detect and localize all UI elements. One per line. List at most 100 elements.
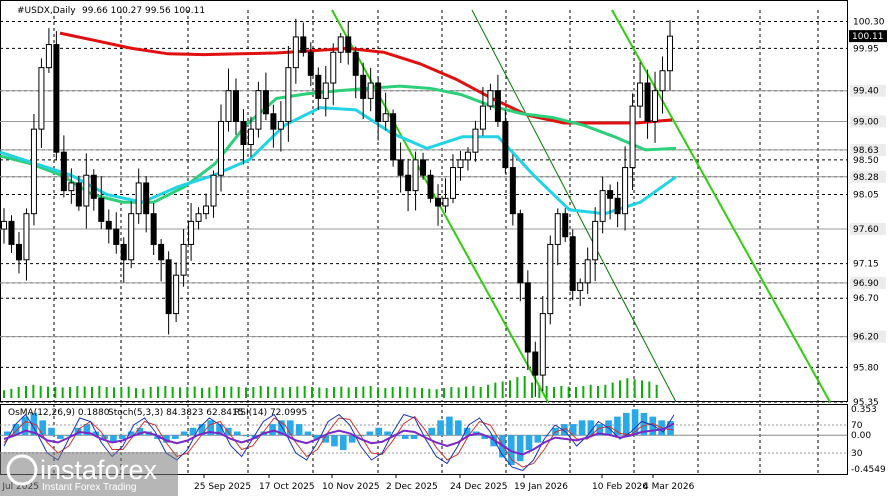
- osma-bar: [366, 431, 374, 436]
- osma-bar: [640, 412, 648, 436]
- candle-body: [435, 197, 442, 207]
- candle-body: [494, 90, 501, 122]
- candle-body: [307, 51, 314, 76]
- osma-bar: [428, 427, 436, 436]
- osma-bar: [48, 427, 55, 436]
- candle-body: [30, 128, 37, 215]
- osma-bar: [189, 427, 197, 436]
- price-pane-frame: [0, 0, 848, 402]
- price-tick-label: 98.28: [853, 173, 879, 183]
- watermark-brand: instaforex: [40, 455, 158, 485]
- osma-bar: [233, 431, 241, 436]
- osma-bar: [269, 424, 276, 436]
- osma-bar: [295, 424, 303, 436]
- osma-bar: [4, 431, 11, 436]
- candle-body: [285, 67, 292, 122]
- candle-body: [382, 113, 389, 122]
- price-tick-label: 99.00: [853, 117, 879, 127]
- candle-body: [90, 174, 97, 199]
- osma-bar: [180, 431, 188, 436]
- candle-body: [517, 213, 524, 284]
- candle-body: [352, 51, 359, 76]
- indicator-pane-frame: [0, 404, 848, 475]
- date-tick-label: 19 Jan 2026: [514, 482, 568, 492]
- rsi-label: RSI(14) 72.0995: [234, 408, 307, 418]
- osma-bar: [313, 435, 321, 439]
- osma-bar: [614, 416, 621, 436]
- candle-body: [375, 82, 382, 122]
- indicator-tick-label: -0.4549: [851, 465, 886, 475]
- osma-bar: [569, 424, 577, 436]
- osma-bar: [534, 435, 542, 443]
- price-tick-label: 95.35: [853, 398, 879, 408]
- price-tick-label: 96.20: [853, 333, 879, 343]
- candle-body: [412, 159, 419, 192]
- osma-bar: [375, 427, 382, 436]
- candle-body: [218, 120, 225, 176]
- candle-body: [592, 220, 599, 261]
- osma-bar: [83, 424, 91, 436]
- candle-body: [637, 82, 644, 107]
- osma-bar: [39, 420, 46, 436]
- candle-body: [614, 197, 621, 215]
- current-price-label: 100.11: [852, 32, 884, 42]
- volume-bars: [3, 376, 658, 398]
- candle-body: [442, 197, 449, 207]
- candle-body: [487, 90, 494, 107]
- osma-bar: [216, 424, 223, 436]
- osma-bar: [172, 435, 179, 439]
- candle-body: [158, 243, 165, 261]
- candle-body: [569, 236, 576, 292]
- candle-body: [180, 243, 187, 276]
- candle-body: [270, 113, 277, 130]
- stoch-label: Stoch(5,3,3) 84.3823 62.8415: [108, 408, 243, 418]
- candle-body: [562, 213, 569, 238]
- candle-body: [330, 51, 337, 84]
- indicator-tick-label: 70: [851, 421, 863, 431]
- trend-channel-line: [611, 9, 831, 403]
- price-tick-label: 100.30: [853, 18, 885, 28]
- candle-body: [322, 82, 329, 99]
- candle-body: [337, 36, 344, 53]
- candle-body: [15, 243, 22, 261]
- date-tick-label: 24 Dec 2025: [450, 482, 508, 492]
- price-tick-label: 97.15: [853, 260, 879, 270]
- osma-bar: [92, 431, 100, 436]
- candle-body: [427, 174, 434, 199]
- osma-bar: [446, 416, 453, 436]
- osma-bar: [587, 420, 595, 436]
- price-tick-label: 96.70: [853, 294, 879, 304]
- price-tick-label: 97.60: [853, 225, 879, 235]
- osma-bar: [401, 435, 409, 439]
- chart-header-ohlc: 99.66 100.27 99.56 100.11: [82, 6, 205, 16]
- candle-body: [173, 274, 180, 315]
- date-tick-label: 2 Dec 2025: [386, 482, 438, 492]
- price-level-badge: [850, 84, 886, 97]
- candlesticks: [1, 18, 673, 397]
- osma-bar: [340, 435, 347, 451]
- candle-body: [345, 36, 352, 53]
- candle-body: [599, 190, 606, 222]
- osma-bar: [110, 435, 117, 443]
- candle-body: [83, 174, 90, 207]
- candle-body: [188, 220, 195, 245]
- candle-body: [195, 213, 202, 222]
- candle-body: [300, 36, 307, 53]
- price-tick-label: 95.80: [853, 363, 879, 373]
- candle-body: [622, 167, 629, 215]
- candle-body: [38, 67, 45, 130]
- price-level-badge: [850, 276, 886, 289]
- osma-bar: [516, 435, 524, 462]
- date-tick-label: 10 Feb 2026: [592, 482, 648, 492]
- candle-body: [53, 44, 60, 153]
- osma-bar: [649, 416, 657, 436]
- candle-body: [113, 228, 120, 245]
- osma-bar: [525, 435, 533, 451]
- candle-body: [247, 128, 254, 146]
- date-tick-label: 4 Mar 2026: [643, 482, 695, 492]
- osma-bar: [12, 424, 20, 436]
- date-tick-label: 25 Sep 2025: [194, 482, 251, 492]
- watermark-logo-icon: [6, 454, 38, 486]
- osma-bar: [463, 427, 471, 436]
